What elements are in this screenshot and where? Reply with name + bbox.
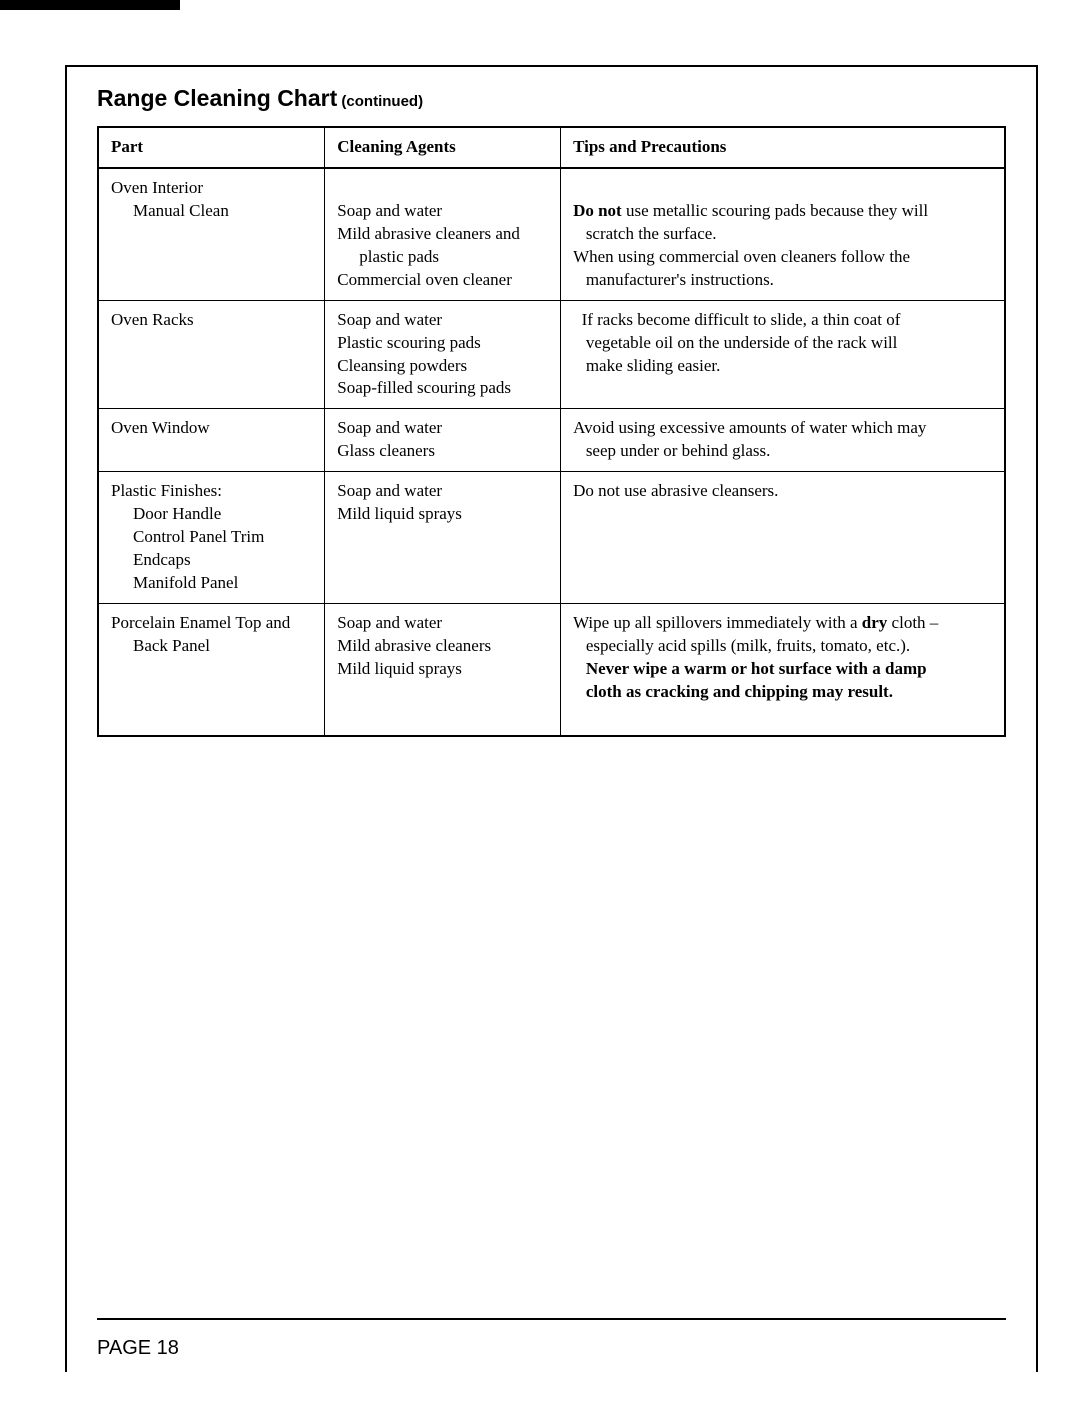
table-row: Oven InteriorManual Clean Soap and water… <box>98 168 1005 300</box>
table-header-row: Part Cleaning Agents Tips and Precaution… <box>98 127 1005 168</box>
cleaning-chart-table: Part Cleaning Agents Tips and Precaution… <box>97 126 1006 737</box>
agent-line: Plastic scouring pads <box>337 332 548 355</box>
agent-line: Commercial oven cleaner <box>337 269 548 292</box>
part-line: Manual Clean <box>111 200 312 223</box>
table-row: Oven WindowSoap and waterGlass cleanersA… <box>98 409 1005 472</box>
chart-title: Range Cleaning Chart (continued) <box>97 85 1006 112</box>
part-line: Control Panel Trim <box>111 526 312 549</box>
part-line: Door Handle <box>111 503 312 526</box>
title-main: Range Cleaning Chart <box>97 85 337 111</box>
part-line: Oven Window <box>111 417 312 440</box>
agent-line: Soap and water <box>337 480 548 503</box>
part-line: Porcelain Enamel Top and <box>111 612 312 635</box>
part-line: Oven Racks <box>111 309 312 332</box>
page-frame: Range Cleaning Chart (continued) Part Cl… <box>65 65 1038 1372</box>
agent-line: Soap-filled scouring pads <box>337 377 548 400</box>
title-continued: (continued) <box>337 93 423 110</box>
agent-line: Mild liquid sprays <box>337 503 548 526</box>
agent-line: Glass cleaners <box>337 440 548 463</box>
agent-line: Cleansing powders <box>337 355 548 378</box>
cell-agents: Soap and waterMild liquid sprays <box>325 472 561 604</box>
table-row: Oven Racks Soap and waterPlastic scouring… <box>98 300 1005 409</box>
cell-tips: Wipe up all spillovers immediately with … <box>561 603 1005 735</box>
agent-line: Mild abrasive cleaners and <box>337 223 548 246</box>
cell-agents: Soap and waterMild abrasive cleaners and… <box>325 168 561 300</box>
cell-agents: Soap and waterMild abrasive cleanersMild… <box>325 603 561 735</box>
cell-agents: Soap and waterPlastic scouring padsClean… <box>325 300 561 409</box>
cell-tips: Avoid using excessive amounts of water w… <box>561 409 1005 472</box>
cell-part: Oven Racks <box>98 300 325 409</box>
part-line: Manifold Panel <box>111 572 312 595</box>
cell-part: Plastic Finishes:Door HandleControl Pane… <box>98 472 325 604</box>
part-line: Oven Interior <box>111 177 312 200</box>
scan-artifact <box>0 0 180 10</box>
agent-line: Soap and water <box>337 612 548 635</box>
table-row: Porcelain Enamel Top andBack PanelSoap a… <box>98 603 1005 735</box>
header-agents: Cleaning Agents <box>325 127 561 168</box>
agent-line: Soap and water <box>337 200 548 223</box>
agent-line: plastic pads <box>337 246 548 269</box>
cell-tips: Do not use metallic scouring pads becaus… <box>561 168 1005 300</box>
cell-part: Porcelain Enamel Top andBack Panel <box>98 603 325 735</box>
agent-line: Soap and water <box>337 309 548 332</box>
agent-line <box>337 177 548 200</box>
part-line: Back Panel <box>111 635 312 658</box>
agent-line: Mild abrasive cleaners <box>337 635 548 658</box>
table-row: Plastic Finishes:Door HandleControl Pane… <box>98 472 1005 604</box>
agent-line: Mild liquid sprays <box>337 658 548 681</box>
cell-tips: If racks become difficult to slide, a th… <box>561 300 1005 409</box>
part-line: Endcaps <box>111 549 312 572</box>
cell-agents: Soap and waterGlass cleaners <box>325 409 561 472</box>
page-number: PAGE 18 <box>97 1337 179 1360</box>
part-line: Plastic Finishes: <box>111 480 312 503</box>
header-part: Part <box>98 127 325 168</box>
cell-part: Oven InteriorManual Clean <box>98 168 325 300</box>
agent-line: Soap and water <box>337 417 548 440</box>
header-tips: Tips and Precautions <box>561 127 1005 168</box>
cell-tips: Do not use abrasive cleansers. <box>561 472 1005 604</box>
cell-part: Oven Window <box>98 409 325 472</box>
